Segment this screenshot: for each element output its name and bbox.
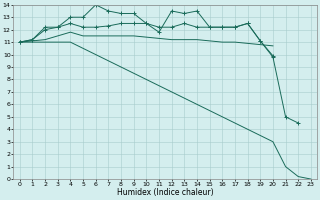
X-axis label: Humidex (Indice chaleur): Humidex (Indice chaleur) [117,188,214,197]
